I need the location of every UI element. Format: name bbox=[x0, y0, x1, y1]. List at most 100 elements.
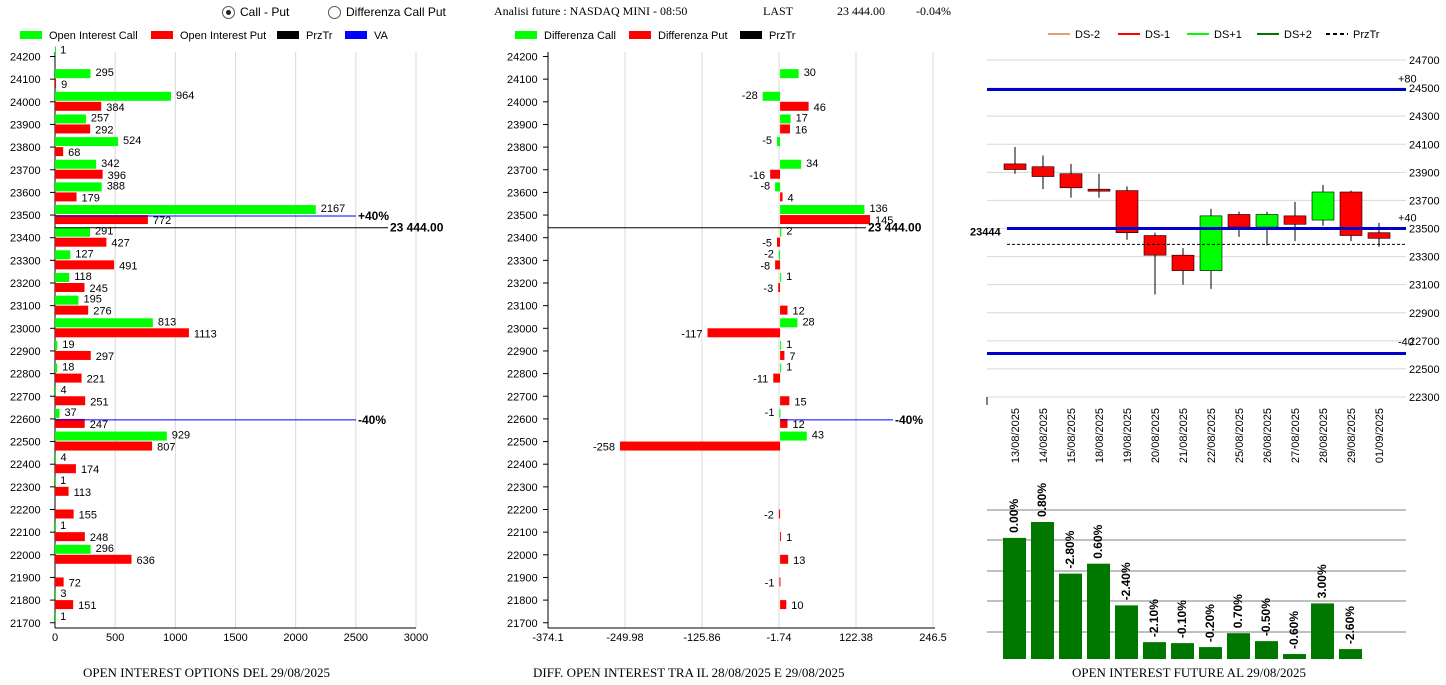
chart1-ytick: 22300 bbox=[10, 482, 41, 494]
chart1-put-label: 9 bbox=[61, 79, 67, 91]
chart2-ytick: 21900 bbox=[507, 572, 538, 584]
chart1-legend-swatch bbox=[151, 31, 173, 39]
chart3-date-label: 21/08/2025 bbox=[1178, 408, 1190, 463]
chart1-legend-label: Open Interest Put bbox=[180, 30, 266, 42]
chart1-put-label: 248 bbox=[90, 532, 108, 544]
radio-selected-icon bbox=[222, 5, 235, 19]
chart1-call-label: 18 bbox=[62, 362, 74, 374]
chart3-candle-body bbox=[1143, 235, 1167, 256]
chart2-ytick: 24000 bbox=[507, 97, 538, 109]
chart4-bar bbox=[1143, 642, 1166, 659]
chart4-bar bbox=[1059, 573, 1082, 659]
chart2-put-bar bbox=[776, 237, 781, 247]
chart2-ytick: 22700 bbox=[507, 391, 538, 403]
chart2-ytick: 23300 bbox=[507, 255, 538, 267]
chart2-put-bar bbox=[620, 441, 781, 451]
chart2-put-bar bbox=[780, 124, 791, 134]
chart4-bar bbox=[1087, 563, 1110, 659]
chart1-call-label: 1 bbox=[60, 520, 66, 532]
chart1-ytick: 22600 bbox=[10, 414, 41, 426]
chart4-bar-label: 0.60% bbox=[1091, 524, 1105, 558]
chart4-bar-label: -2.80% bbox=[1063, 530, 1077, 568]
chart4-bar-label: -0.50% bbox=[1259, 598, 1273, 636]
chart3-date-label: 25/08/2025 bbox=[1234, 408, 1246, 463]
chart1-put-bar bbox=[55, 509, 74, 519]
chart3-candle-body bbox=[1339, 191, 1363, 236]
chart2-call-bar bbox=[778, 250, 781, 260]
chart3-price-label: 23444 bbox=[970, 226, 1001, 238]
chart1-ytick: 23400 bbox=[10, 233, 41, 245]
chart3-ytick: 23700 bbox=[1409, 195, 1440, 207]
chart1-call-label: 388 bbox=[107, 180, 125, 192]
chart1-put-label: 68 bbox=[68, 147, 80, 159]
chart1-put-bar bbox=[55, 260, 115, 270]
chart1-call-bar bbox=[55, 340, 58, 350]
chart2-call-bar bbox=[780, 318, 798, 328]
chart2-put-bar bbox=[707, 328, 781, 338]
chart2-put-bar bbox=[780, 350, 785, 360]
chart2-ytick: 24100 bbox=[507, 74, 538, 86]
chart2-ytick: 22600 bbox=[507, 414, 538, 426]
chart1-ytick: 24000 bbox=[10, 97, 41, 109]
chart2-ytick: 22200 bbox=[507, 505, 538, 517]
radio-call-put[interactable]: Call - Put bbox=[222, 5, 289, 19]
chart1-call-bar bbox=[55, 295, 79, 305]
chart2-legend-swatch bbox=[515, 31, 537, 39]
chart2-put-label: -5 bbox=[762, 238, 772, 250]
chart1-ytick: 22700 bbox=[10, 391, 41, 403]
chart1-put-label: 297 bbox=[96, 351, 114, 363]
radio-unselected-icon bbox=[328, 5, 341, 19]
chart1-ytick: 23200 bbox=[10, 278, 41, 290]
chart1-legend-swatch bbox=[277, 31, 299, 39]
chart2-put-bar bbox=[773, 373, 781, 383]
chart2-legend-swatch bbox=[740, 31, 762, 39]
chart1-put-label: 247 bbox=[90, 419, 108, 431]
chart4-bar-label: -0.10% bbox=[1175, 600, 1189, 638]
chart1-put-bar bbox=[55, 554, 132, 564]
chart2-call-label: -28 bbox=[742, 90, 758, 102]
chart1-put-bar bbox=[55, 464, 76, 474]
chart2-call-label: 17 bbox=[796, 112, 808, 124]
chart2-put-label: -8 bbox=[760, 260, 770, 272]
chart1-xtick: 3000 bbox=[404, 632, 428, 644]
page-title: Analisi future : NASDAQ MINI - 08:50 bbox=[494, 4, 688, 18]
chart2-ytick: 22400 bbox=[507, 459, 538, 471]
chart2-call-label: 30 bbox=[804, 67, 816, 79]
chart1-call-bar bbox=[55, 250, 71, 260]
chart3-date-label: 29/08/2025 bbox=[1346, 408, 1358, 463]
chart1-call-label: 257 bbox=[91, 112, 109, 124]
chart2-ytick: 22100 bbox=[507, 527, 538, 539]
chart2-put-label: 7 bbox=[789, 351, 795, 363]
chart1-put-label: 772 bbox=[153, 215, 171, 227]
chart1-call-label: 342 bbox=[101, 158, 119, 170]
chart1-call-label: 118 bbox=[74, 271, 92, 283]
chart1-call-bar bbox=[55, 431, 167, 441]
chart3-candle-body bbox=[1367, 232, 1391, 239]
chart1-put-label: 1113 bbox=[194, 328, 217, 340]
chart2-call-bar bbox=[780, 69, 799, 79]
chart2-call-bar bbox=[780, 159, 802, 169]
chart2-ytick: 23200 bbox=[507, 278, 538, 290]
chart2-ytick: 22900 bbox=[507, 346, 538, 358]
chart3-ytick: 24300 bbox=[1409, 111, 1440, 123]
chart2-call-bar bbox=[780, 431, 807, 441]
chart3-date-label: 01/09/2025 bbox=[1374, 408, 1386, 463]
chart2-put-bar bbox=[780, 532, 782, 542]
chart1-ytick: 22200 bbox=[10, 505, 41, 517]
chart2-call-label: 28 bbox=[802, 316, 814, 328]
chart1-put-label: 384 bbox=[106, 102, 124, 114]
chart2-legend-label: Differenza Put bbox=[658, 30, 728, 42]
change-value: -0.04% bbox=[916, 4, 951, 18]
chart2-call-bar bbox=[780, 205, 865, 215]
chart1-call-label: 296 bbox=[96, 543, 114, 555]
chart1-xtick: 1000 bbox=[163, 632, 187, 644]
chart2-put-bar bbox=[778, 283, 781, 292]
chart2-call-label: -1 bbox=[765, 407, 775, 419]
chart1-ytick: 22000 bbox=[10, 550, 41, 562]
chart2-put-label: -117 bbox=[681, 328, 702, 340]
chart1-put-label: 636 bbox=[137, 555, 155, 567]
radio-differenza[interactable]: Differenza Call Put bbox=[328, 5, 446, 19]
chart2-xtick: 122.38 bbox=[839, 632, 873, 644]
chart3-date-label: 22/08/2025 bbox=[1206, 408, 1218, 463]
